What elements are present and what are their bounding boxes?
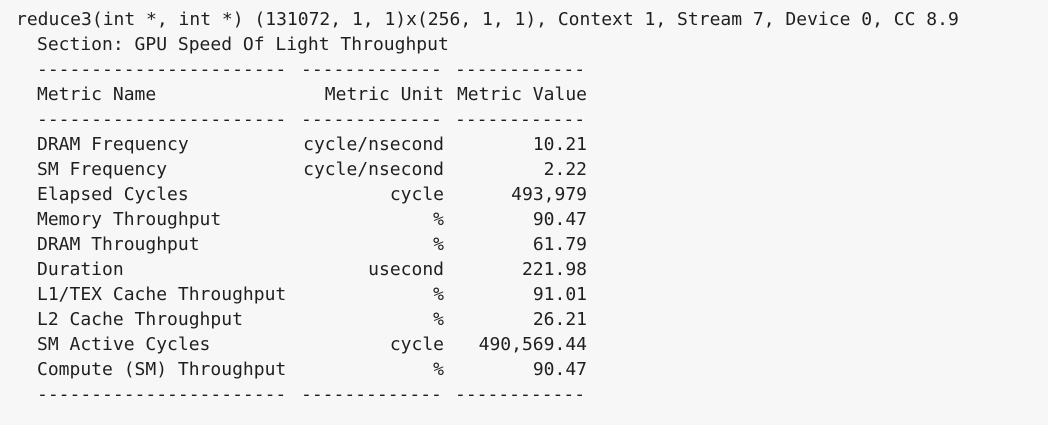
metric-unit: cycle/nsecond [303,159,444,180]
metric-name: Elapsed Cycles [37,184,189,205]
metric-name: Compute (SM) Throughput [37,359,287,380]
metric-value: 493,979 [511,184,587,205]
separator: ------------- [301,384,442,405]
metric-name: Memory Throughput [37,209,222,230]
metric-unit: cycle [389,184,444,205]
separator: ------------- [301,109,442,130]
metric-unit: cycle/nsecond [303,134,444,155]
metric-name: DRAM Throughput [37,234,200,255]
metric-name: L1/TEX Cache Throughput [37,284,287,305]
metric-name: SM Frequency [37,159,168,180]
separator: ----------------------- [37,384,287,405]
metric-name: L2 Cache Throughput [37,309,243,330]
section-title: Section: GPU Speed Of Light Throughput [37,34,449,55]
metric-unit: % [433,209,444,230]
metric-unit: % [433,234,444,255]
metric-value: 490,569.44 [478,334,587,355]
metric-value: 61.79 [532,234,587,255]
metric-unit: cycle [389,334,444,355]
metric-value: 221.98 [521,259,587,280]
separator: ----------------------- [37,109,287,130]
metric-name: Duration [37,259,124,280]
metric-name: DRAM Frequency [37,134,189,155]
separator: ------------ [455,109,586,130]
separator: ------------- [301,59,442,80]
metric-value: 90.47 [532,359,587,380]
metric-name: SM Active Cycles [37,334,211,355]
metric-value: 90.47 [532,209,587,230]
separator: ------------ [455,59,586,80]
metric-value: 2.22 [543,159,587,180]
separator: ------------ [455,384,586,405]
metric-unit: % [433,309,444,330]
kernel-line: reduce3(int *, int *) (131072, 1, 1)x(25… [16,9,959,30]
metric-value: 91.01 [532,284,587,305]
metric-unit: % [433,359,444,380]
metric-unit: usecond [368,259,444,280]
metric-value: 10.21 [532,134,587,155]
column-header: Metric Unit [324,84,444,105]
metric-unit: % [433,284,444,305]
separator: ----------------------- [37,59,287,80]
metric-value: 26.21 [532,309,587,330]
column-header: Metric Value [456,84,587,105]
column-header: Metric Name [37,84,157,105]
